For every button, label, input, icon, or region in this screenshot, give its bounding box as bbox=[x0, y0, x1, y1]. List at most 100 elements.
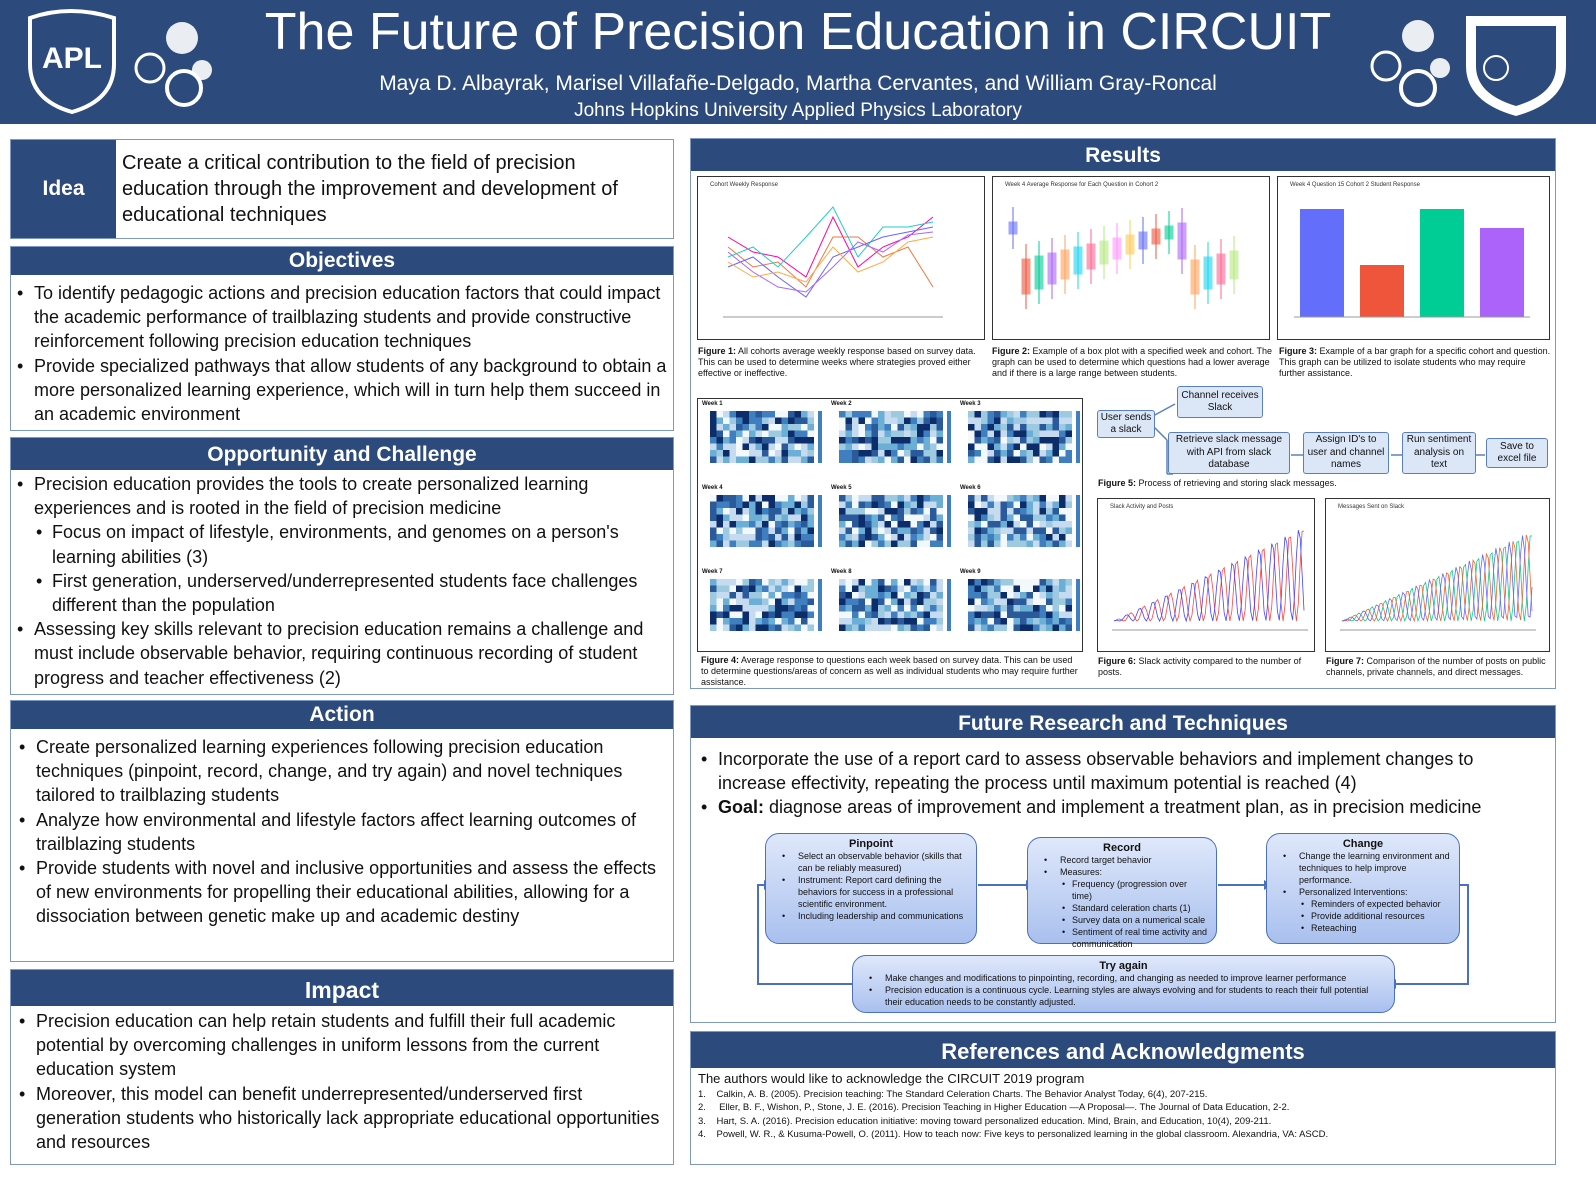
heat-cell bbox=[788, 611, 795, 618]
plot-art bbox=[723, 206, 943, 318]
heat-cell bbox=[794, 579, 801, 586]
bullet-item: Create personalized learning experiences… bbox=[14, 735, 670, 808]
heat-cell bbox=[1000, 611, 1007, 618]
heat-cell bbox=[987, 540, 994, 547]
heat-cell bbox=[742, 618, 749, 625]
colorbar bbox=[1076, 411, 1080, 463]
heat-cell bbox=[1033, 417, 1040, 424]
heat-cell bbox=[762, 417, 769, 424]
heat-cell bbox=[897, 456, 904, 463]
heat-cell bbox=[936, 456, 943, 463]
heat-cell bbox=[917, 521, 924, 528]
heat-cell bbox=[936, 417, 943, 424]
bullet-text: Make changes and modifications to pinpoi… bbox=[885, 973, 1347, 983]
heat-cell bbox=[1026, 514, 1033, 521]
heat-cell bbox=[936, 592, 943, 599]
caption-text: Comparison of the number of posts on pub… bbox=[1326, 656, 1546, 677]
cycle-list: Select an observable behavior (skills th… bbox=[774, 850, 968, 922]
box bbox=[1203, 256, 1213, 290]
heat-cell bbox=[755, 579, 762, 586]
heat-cell bbox=[1046, 430, 1053, 437]
header bbox=[0, 0, 1596, 124]
heat-cell bbox=[723, 605, 730, 612]
heat-cell bbox=[781, 579, 788, 586]
heat-cell bbox=[987, 611, 994, 618]
heat-cell bbox=[936, 437, 943, 444]
heat-cell bbox=[1052, 430, 1059, 437]
heat-cell bbox=[1046, 411, 1053, 418]
idea-box bbox=[10, 139, 674, 239]
heat-cell bbox=[1020, 585, 1027, 592]
colorbar bbox=[818, 495, 822, 547]
heat-cell bbox=[884, 521, 891, 528]
heat-cell bbox=[897, 598, 904, 605]
caption-label: Figure 7: bbox=[1326, 656, 1365, 666]
heat-cell bbox=[742, 424, 749, 431]
heat-cell bbox=[1000, 598, 1007, 605]
heat-cell bbox=[801, 501, 808, 508]
sub-item: Reteaching bbox=[1277, 922, 1451, 934]
heat-cell bbox=[936, 514, 943, 521]
heat-cell bbox=[716, 495, 723, 502]
heat-cell bbox=[768, 585, 775, 592]
bullet-item: Make changes and modifications to pinpoi… bbox=[861, 972, 1386, 984]
heat-cell bbox=[1007, 611, 1014, 618]
heat-cell bbox=[1026, 521, 1033, 528]
bullet-list: Incorporate the use of a report card to … bbox=[696, 747, 1546, 820]
heat-cell bbox=[974, 424, 981, 431]
heat-cell bbox=[1007, 411, 1014, 418]
heat-cell bbox=[729, 514, 736, 521]
heatmap bbox=[710, 411, 822, 463]
heat-cell bbox=[839, 514, 846, 521]
heat-cell bbox=[788, 437, 795, 444]
heat-cell bbox=[1065, 443, 1072, 450]
heat-cell bbox=[1065, 424, 1072, 431]
heat-cell bbox=[749, 514, 756, 521]
week-label: Week 1 bbox=[702, 401, 723, 407]
heat-cell bbox=[1020, 592, 1027, 599]
heat-cell bbox=[762, 611, 769, 618]
heat-cell bbox=[897, 437, 904, 444]
heat-cell bbox=[1020, 611, 1027, 618]
heat-cell bbox=[1020, 495, 1027, 502]
heat-cell bbox=[1059, 611, 1066, 618]
heat-cell bbox=[878, 411, 885, 418]
heat-cell bbox=[1065, 592, 1072, 599]
heat-cell bbox=[858, 437, 865, 444]
section-heading: Impact bbox=[11, 970, 673, 1006]
heat-cell bbox=[775, 579, 782, 586]
bullet-list: Precision education can help retain stud… bbox=[14, 1009, 670, 1154]
week-label: Week 3 bbox=[960, 401, 981, 407]
heat-cell bbox=[917, 501, 924, 508]
heat-cell bbox=[1013, 598, 1020, 605]
heat-cell bbox=[1039, 501, 1046, 508]
heat-cell bbox=[923, 611, 930, 618]
heat-cell bbox=[755, 411, 762, 418]
heat-cell bbox=[994, 611, 1001, 618]
heat-cell bbox=[884, 424, 891, 431]
heat-cell bbox=[974, 585, 981, 592]
heat-cell bbox=[839, 534, 846, 541]
heat-cell bbox=[1000, 456, 1007, 463]
heat-cell bbox=[1000, 527, 1007, 534]
heat-cell bbox=[930, 430, 937, 437]
heat-cell bbox=[917, 611, 924, 618]
heat-cell bbox=[839, 424, 846, 431]
figure-plot: Messages Sent on Slack bbox=[1325, 498, 1550, 652]
heat-cell bbox=[781, 514, 788, 521]
heat-cell bbox=[891, 618, 898, 625]
heat-cell bbox=[807, 443, 814, 450]
heat-cell bbox=[1039, 624, 1046, 631]
heat-cell bbox=[768, 501, 775, 508]
heat-cell bbox=[1000, 534, 1007, 541]
heat-cell bbox=[755, 430, 762, 437]
heat-cell bbox=[775, 417, 782, 424]
heat-cell bbox=[723, 501, 730, 508]
heat-cell bbox=[865, 450, 872, 457]
heat-cell bbox=[871, 514, 878, 521]
heat-cell bbox=[1052, 527, 1059, 534]
heat-cell bbox=[904, 450, 911, 457]
bullet-text: Moreover, this model can benefit underre… bbox=[36, 1083, 660, 1153]
heat-cell bbox=[845, 579, 852, 586]
bullet-item: Analyze how environmental and lifestyle … bbox=[14, 808, 670, 856]
